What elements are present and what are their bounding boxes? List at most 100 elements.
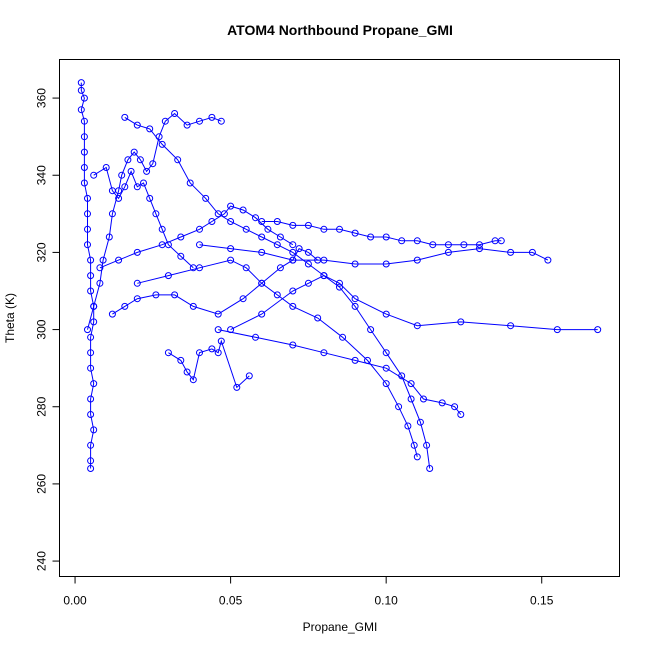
data-point xyxy=(124,156,132,164)
data-point xyxy=(367,233,375,241)
data-point xyxy=(444,241,452,249)
data-point xyxy=(407,395,415,403)
data-point xyxy=(143,167,151,175)
y-tick-label: 320 xyxy=(35,242,49,262)
data-point xyxy=(258,279,266,287)
data-point xyxy=(189,302,197,310)
data-point xyxy=(214,349,222,357)
series-line xyxy=(137,259,418,458)
data-point xyxy=(133,121,141,129)
data-point xyxy=(594,326,602,334)
data-point xyxy=(258,218,266,225)
data-point xyxy=(507,248,515,256)
data-point xyxy=(460,241,468,249)
data-point xyxy=(320,225,328,233)
data-point xyxy=(87,364,95,372)
data-point xyxy=(544,256,552,264)
series-line xyxy=(124,116,431,469)
data-point xyxy=(121,302,129,310)
data-point xyxy=(233,383,241,391)
data-point xyxy=(177,252,185,260)
data-point xyxy=(273,291,281,299)
data-point xyxy=(208,345,216,353)
data-point xyxy=(289,302,297,310)
data-point xyxy=(438,399,446,407)
x-axis: 0.00 0.05 0.10 0.15 xyxy=(63,576,554,608)
data-point xyxy=(146,125,154,133)
data-point xyxy=(87,272,95,280)
data-point xyxy=(320,272,328,280)
data-point xyxy=(407,380,415,388)
data-point xyxy=(118,171,126,179)
data-point xyxy=(208,218,216,225)
data-point xyxy=(457,318,465,326)
data-point xyxy=(289,221,297,229)
data-point xyxy=(133,279,141,287)
data-point xyxy=(289,256,297,264)
data-point xyxy=(413,237,421,245)
data-point xyxy=(252,214,259,222)
data-point xyxy=(304,248,312,256)
data-point xyxy=(398,372,406,380)
data-point xyxy=(84,210,91,218)
data-point xyxy=(351,295,359,303)
data-point xyxy=(289,287,297,295)
data-point xyxy=(273,218,281,225)
data-point xyxy=(289,241,297,249)
x-axis-label: Propane_GMI xyxy=(303,620,378,634)
data-point xyxy=(87,349,95,357)
data-point xyxy=(382,349,390,357)
data-point xyxy=(423,441,431,449)
data-point xyxy=(202,194,210,202)
data-point xyxy=(177,356,185,364)
data-point xyxy=(258,233,266,241)
data-point xyxy=(320,349,328,357)
data-point xyxy=(133,295,141,303)
data-point xyxy=(136,156,144,164)
data-point xyxy=(227,245,235,253)
data-point xyxy=(77,106,85,114)
data-point xyxy=(413,453,421,461)
data-point xyxy=(84,225,91,233)
data-point xyxy=(239,295,247,303)
data-point xyxy=(140,179,147,187)
data-point xyxy=(171,291,179,299)
data-point xyxy=(90,302,98,310)
data-point xyxy=(183,121,191,129)
series-line xyxy=(230,275,598,331)
data-point xyxy=(429,241,437,249)
data-point xyxy=(196,117,203,125)
data-point xyxy=(121,183,129,191)
data-point xyxy=(264,225,272,233)
data-point xyxy=(258,248,266,256)
y-axis-label: Theta (K) xyxy=(3,293,17,343)
data-point xyxy=(155,133,163,141)
data-point xyxy=(227,326,235,334)
data-point xyxy=(242,264,250,272)
data-point xyxy=(217,337,225,345)
data-point xyxy=(80,179,88,187)
data-point xyxy=(444,248,452,256)
data-point xyxy=(507,322,515,330)
series-points xyxy=(77,79,602,472)
data-point xyxy=(87,411,95,418)
y-tick-label: 340 xyxy=(35,165,49,185)
data-point xyxy=(80,133,88,141)
data-point xyxy=(295,245,303,253)
data-point xyxy=(382,380,390,388)
data-point xyxy=(395,403,403,411)
data-point xyxy=(304,279,312,287)
data-point xyxy=(149,160,157,168)
data-point xyxy=(77,86,85,94)
data-point xyxy=(133,183,141,191)
data-point xyxy=(252,333,259,341)
data-point xyxy=(158,140,166,148)
y-tick-label: 300 xyxy=(35,319,49,339)
data-point xyxy=(80,148,88,156)
data-point xyxy=(90,426,98,434)
data-point xyxy=(214,310,222,318)
data-point xyxy=(457,411,465,418)
x-tick-label: 0.15 xyxy=(530,594,554,608)
data-point xyxy=(410,441,418,449)
data-point xyxy=(80,94,88,102)
